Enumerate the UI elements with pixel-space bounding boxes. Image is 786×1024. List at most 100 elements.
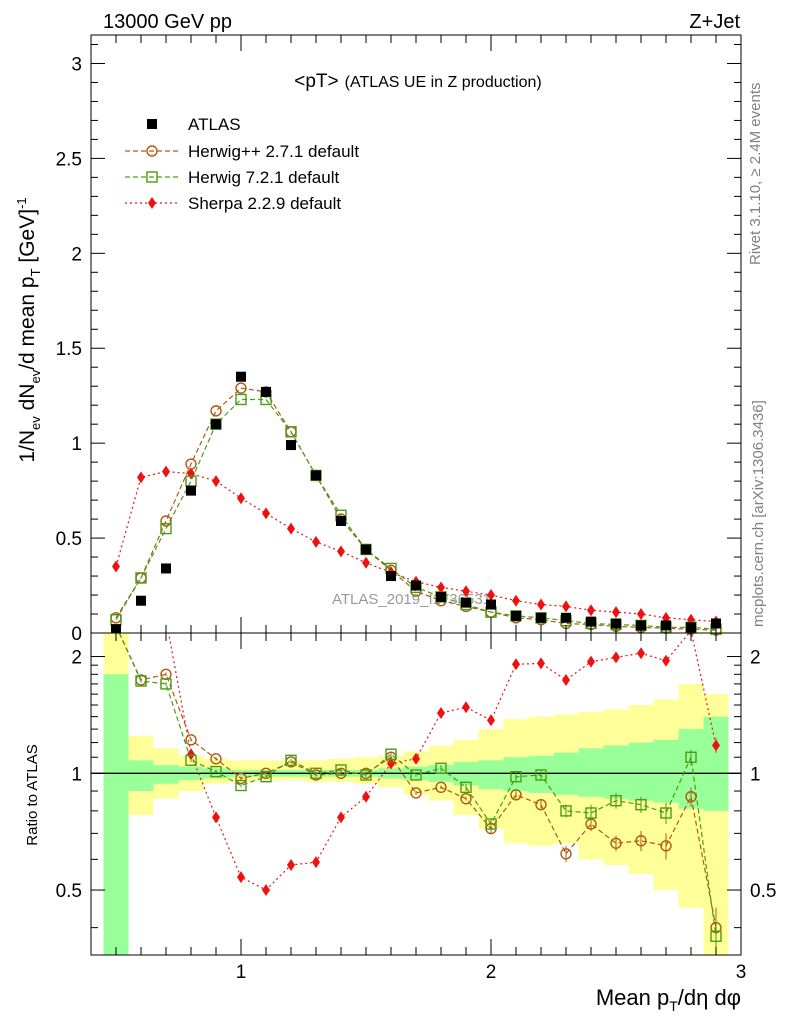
ratio-point-s1-3 [185, 754, 197, 767]
ratio-point-s0-13 [435, 781, 447, 794]
legend-marker-2 [146, 171, 158, 183]
ratio-point-s1-8 [310, 767, 322, 779]
ratio-axis-ticks: 0.5 0.5 1 1 2 2 1 2 3 [56, 633, 776, 983]
stat-uncertainty-band-1 [128, 760, 154, 792]
ratio-point-s1-16 [510, 770, 522, 783]
legend-label-3: Sherpa 2.2.9 default [188, 194, 341, 213]
main-point-s3-17 [537, 598, 545, 611]
ratio-point-s0-14 [460, 792, 472, 805]
ratio-point-s1-20 [610, 794, 622, 807]
main-point-s0-8 [311, 470, 321, 481]
header-right: Z+Jet [689, 11, 740, 33]
stat-uncertainty-band-19 [578, 748, 604, 797]
main-point-s3-0 [112, 560, 120, 573]
main-point-s0-18 [561, 612, 571, 623]
ratio-point-s2-22 [662, 654, 670, 667]
ratio-point-s1-7 [285, 754, 297, 767]
stat-uncertainty-band-20 [603, 745, 629, 799]
ratio-point-s1-6 [260, 770, 272, 783]
analysis-watermark: ATLAS_2019_I1736531 [332, 591, 491, 608]
xlabel-part-2: /dη dφ [678, 985, 741, 1010]
ratio-point-s1-4 [210, 765, 222, 778]
legend-label-1: Herwig++ 2.7.1 default [188, 142, 359, 161]
ylabel-part-4: [GeV] [16, 209, 39, 269]
main-point-s3-5 [237, 492, 245, 505]
main-point-s0-17 [536, 612, 546, 623]
main-point-s0-24 [711, 618, 721, 629]
main-point-s2-5 [235, 393, 247, 406]
ratio-point-s2-24 [712, 739, 720, 752]
main-point-s0-20 [611, 618, 621, 629]
main-point-s3-21 [637, 608, 645, 621]
ylabel-part-2: dN [16, 384, 39, 417]
legend-label-0: ATLAS [188, 115, 241, 134]
stat-uncertainty-band-0 [103, 674, 129, 955]
ratio-ytick-label-right: 2 [750, 648, 761, 669]
ylabel-sub-3: T [28, 268, 43, 276]
main-point-s3-6 [262, 507, 270, 520]
main-point-s0-15 [486, 599, 496, 610]
main-point-s1-5 [235, 382, 247, 394]
ratio-point-s2-5 [237, 871, 245, 884]
ratio-point-s1-23 [685, 751, 697, 763]
ratio-point-s2-3 [187, 748, 195, 761]
ratio-y-axis-label: Ratio to ATLAS [24, 744, 41, 845]
main-ytick-label: 1 [71, 434, 82, 455]
ratio-point-s0-18 [560, 848, 572, 860]
ratio-point-s2-21 [637, 647, 645, 660]
legend-marker-3 [148, 197, 156, 209]
main-point-s3-16 [512, 594, 520, 607]
main-point-s3-15 [487, 589, 495, 602]
ratio-point-s1-10 [360, 769, 372, 781]
ratio-point-s2-12 [412, 752, 420, 765]
ratio-point-s2-7 [287, 859, 295, 872]
main-point-s3-18 [562, 600, 570, 613]
stat-uncertainty-band-21 [628, 742, 654, 801]
main-point-s3-7 [287, 522, 295, 535]
stat-uncertainty-band-2 [153, 765, 179, 784]
main-point-s3-10 [362, 556, 370, 569]
chart-title: <pT> (ATLAS UE in Z production) [294, 71, 541, 92]
main-point-s1-3 [185, 458, 197, 470]
x-tick-label: 3 [736, 962, 747, 983]
legend-marker-0 [147, 119, 157, 129]
ratio-ytick-label-left: 2 [71, 648, 82, 669]
main-point-s0-10 [361, 544, 371, 555]
main-point-s2-2 [160, 522, 172, 535]
main-point-s0-14 [461, 597, 471, 608]
ratio-point-s0-16 [510, 789, 522, 801]
ratio-point-s2-8 [312, 856, 320, 869]
chart-title-sub: (ATLAS UE in Z production) [345, 74, 542, 91]
ylabel-part-1: 1/N [16, 430, 39, 463]
ratio-point-s2-18 [562, 673, 570, 686]
main-data-markers [110, 371, 722, 636]
ratio-point-s0-5 [235, 772, 247, 785]
main-point-s1-4 [210, 405, 222, 417]
stat-uncertainty-band-22 [653, 739, 679, 803]
main-point-s3-14 [462, 585, 470, 598]
ratio-point-s1-14 [460, 781, 472, 794]
x-axis-label: Mean pT/dη dφ [596, 985, 741, 1014]
main-point-s3-2 [162, 465, 170, 478]
ylabel-part-3: /d mean p [16, 276, 39, 369]
ylabel-sub-2: ev [28, 369, 43, 383]
main-axis-ticks: 0 0.5 1 1.5 2 2.5 3 [56, 35, 742, 645]
main-point-s3-9 [337, 545, 345, 558]
main-point-s2-1 [135, 572, 147, 584]
main-ytick-label: 0.5 [56, 529, 82, 550]
ratio-point-s0-21 [635, 835, 647, 847]
main-point-s0-7 [286, 440, 296, 451]
legend: ATLAS Herwig++ 2.7.1 default Herwig 7.2.1 … [125, 115, 359, 213]
main-ytick-label: 3 [71, 54, 82, 75]
main-point-s0-16 [511, 610, 521, 621]
xlabel-sub-1: T [669, 998, 678, 1014]
main-point-s0-12 [411, 580, 421, 591]
ratio-point-s1-1 [135, 675, 147, 687]
main-point-s0-13 [436, 591, 446, 602]
ratio-ytick-label-right: 0.5 [750, 881, 776, 902]
main-point-s0-4 [211, 419, 221, 430]
chart-title-main: <pT> [294, 71, 338, 92]
ratio-point-s1-12 [410, 769, 422, 781]
main-ytick-label: 2.5 [56, 149, 82, 170]
